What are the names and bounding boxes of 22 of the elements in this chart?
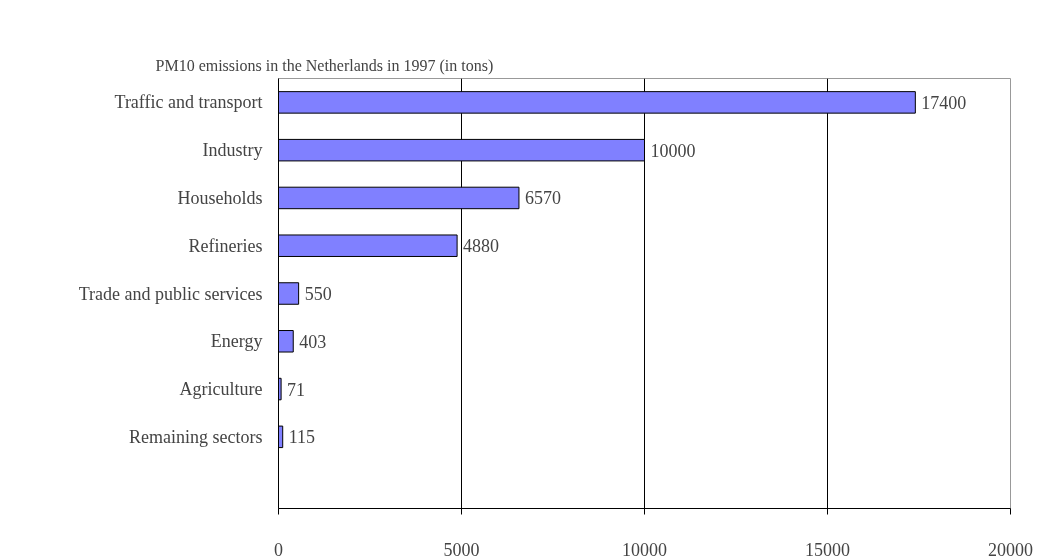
y-tick-label: Refineries <box>188 235 263 256</box>
y-tick-label: Traffic and transport <box>114 92 263 113</box>
y-tick-label: Households <box>177 187 263 208</box>
data-label: 550 <box>304 284 332 304</box>
data-label: 10000 <box>650 140 696 161</box>
y-tick-label: Industry <box>202 140 263 161</box>
x-tick-label: 5000 <box>443 539 480 558</box>
data-label: 71 <box>287 379 306 400</box>
x-tick-label: 15000 <box>805 539 850 558</box>
data-label: 6570 <box>524 188 561 209</box>
y-tick-label: Remaining sectors <box>129 426 263 447</box>
x-tick-label: 20000 <box>988 539 1033 558</box>
x-tick-label: 10000 <box>622 539 667 558</box>
y-tick-label: Trade and public services <box>78 283 263 304</box>
y-tick-label: Agriculture <box>179 379 263 400</box>
data-label: 403 <box>299 331 327 352</box>
y-tick-label: Energy <box>210 331 263 352</box>
data-label: 115 <box>288 427 316 448</box>
data-label: 4880 <box>463 236 500 257</box>
x-tick-label: 0 <box>274 539 283 558</box>
data-label: 17400 <box>921 92 967 113</box>
chart-title: PM10 emissions in the Netherlands in 1997 (in tons) <box>155 56 494 75</box>
